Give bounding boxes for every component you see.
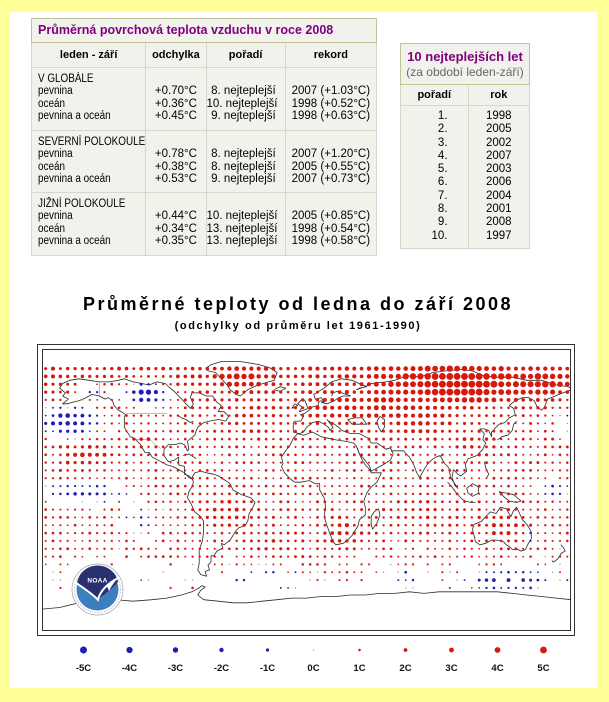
svg-text:3C: 3C — [445, 663, 457, 674]
svg-text:NOAA: NOAA — [87, 578, 107, 585]
svg-text:5C: 5C — [537, 663, 549, 674]
svg-text:-1C: -1C — [260, 663, 275, 674]
svg-text:-5C: -5C — [76, 663, 91, 674]
svg-text:1C: 1C — [353, 663, 365, 674]
svg-text:-4C: -4C — [122, 663, 137, 674]
svg-text:-3C: -3C — [168, 663, 183, 674]
svg-text:-2C: -2C — [214, 663, 229, 674]
svg-text:2C: 2C — [399, 663, 411, 674]
svg-text:0C: 0C — [307, 663, 319, 674]
svg-text:4C: 4C — [491, 663, 503, 674]
